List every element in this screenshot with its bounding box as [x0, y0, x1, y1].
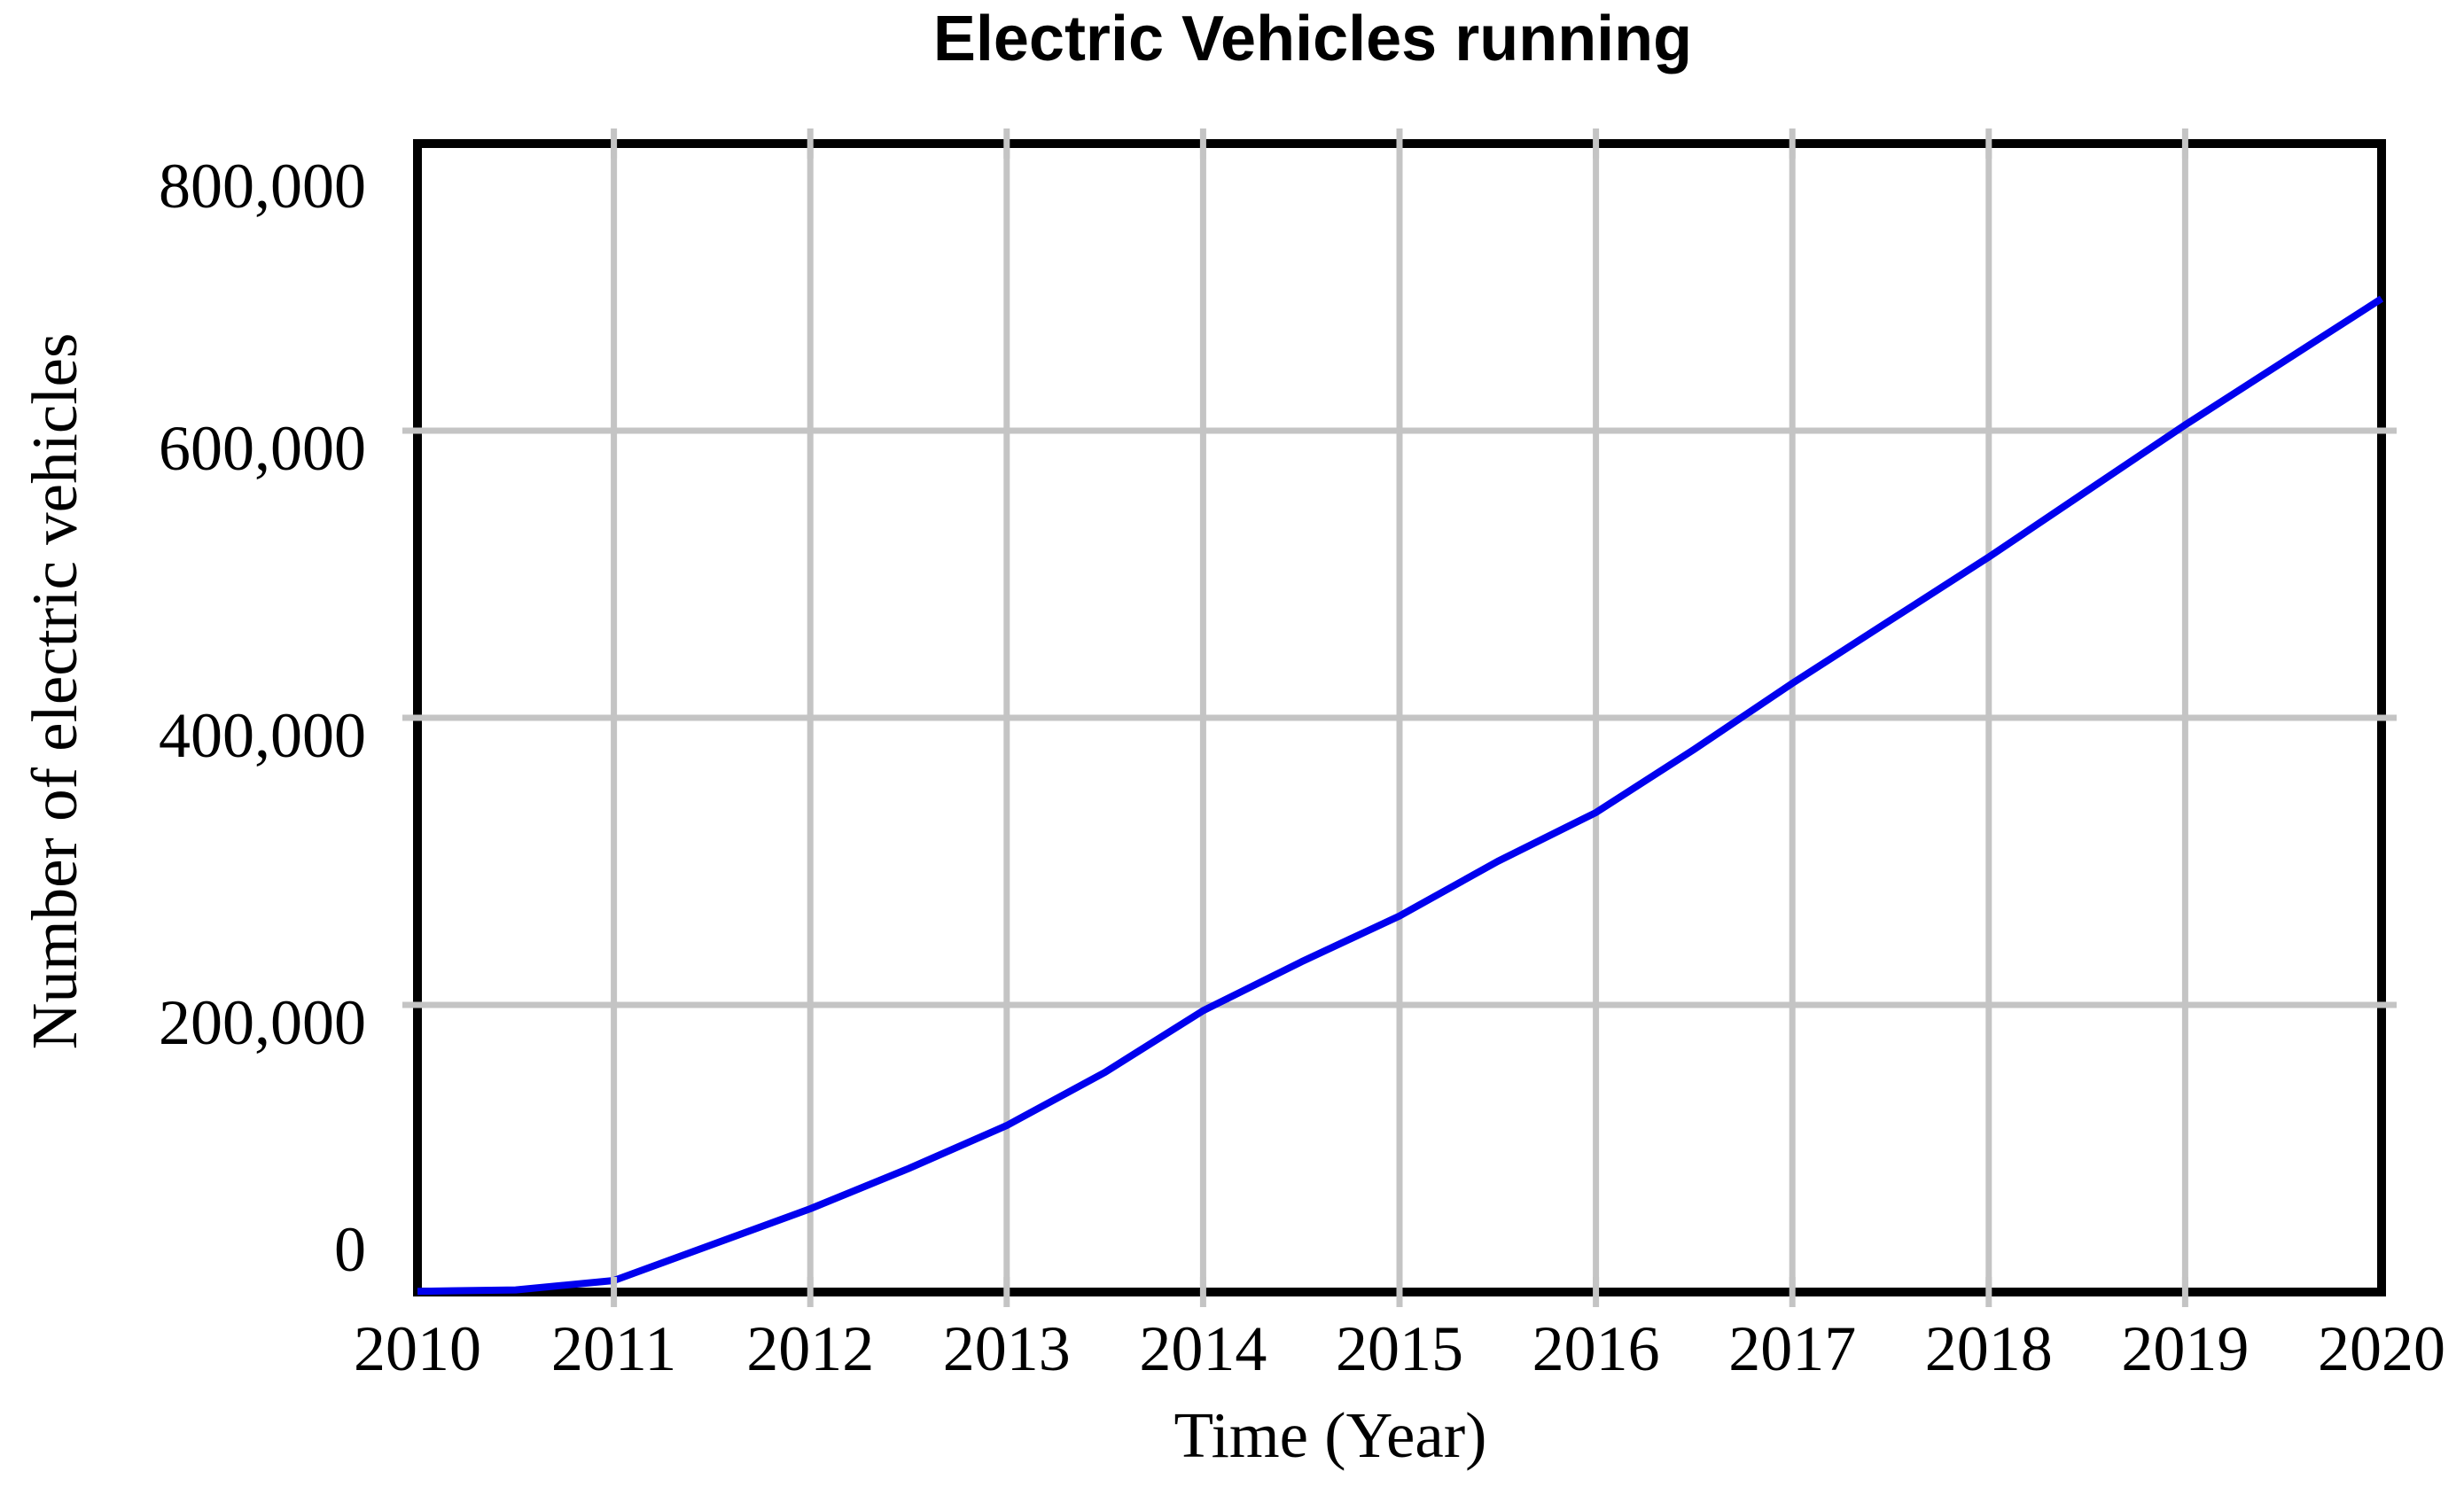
- y-tick-label: 600,000: [159, 413, 366, 484]
- y-tick-label: 800,000: [159, 151, 366, 222]
- x-tick-label: 2016: [1532, 1313, 1660, 1384]
- y-tick-label: 400,000: [159, 700, 366, 771]
- x-axis-title: Time (Year): [1174, 1399, 1487, 1471]
- x-tick-label: 2019: [2121, 1313, 2250, 1384]
- x-tick-label: 2010: [354, 1313, 481, 1384]
- x-tick-label: 2012: [746, 1313, 875, 1384]
- y-tick-label: 200,000: [159, 987, 366, 1058]
- x-tick-label: 2013: [942, 1313, 1071, 1384]
- x-tick-label: 2020: [2318, 1313, 2445, 1384]
- x-tick-label: 2017: [1728, 1313, 1857, 1384]
- data-line: [417, 295, 2384, 1296]
- chart-title: Electric Vehicles running: [932, 4, 1693, 74]
- y-axis-title: Number of electric vehicles: [19, 332, 90, 1050]
- x-tick-label: 2011: [550, 1313, 677, 1384]
- x-tick-label: 2014: [1139, 1313, 1267, 1384]
- x-tick-label: 2015: [1336, 1313, 1463, 1384]
- x-tick-label: 2018: [1924, 1313, 2053, 1384]
- y-tick-label: 0: [334, 1214, 366, 1285]
